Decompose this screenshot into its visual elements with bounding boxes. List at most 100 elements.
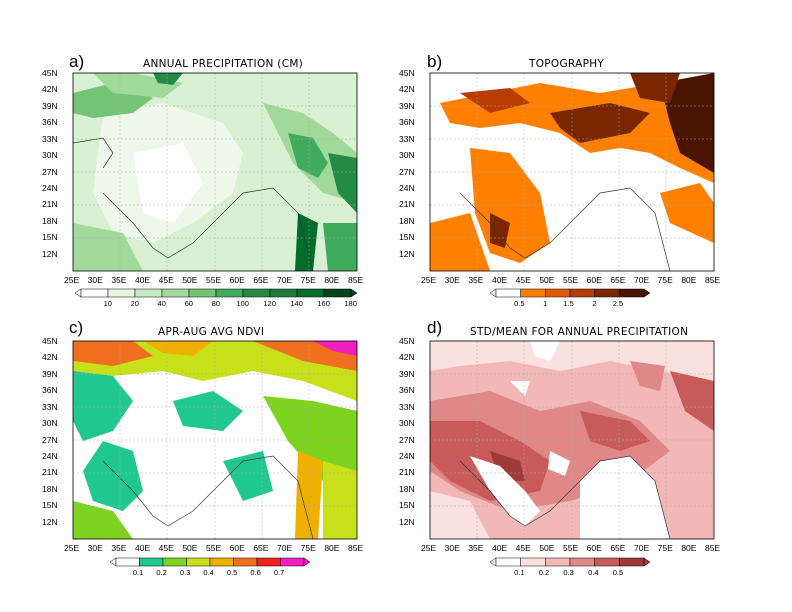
lat-tick-label: 33N bbox=[399, 401, 415, 412]
colorbar-swatch bbox=[209, 557, 234, 567]
lon-tick-label: 85E bbox=[705, 543, 721, 553]
lon-tick-label: 35E bbox=[468, 543, 484, 553]
lon-tick-label: 55E bbox=[206, 275, 222, 285]
lon-tick-label: 85E bbox=[705, 275, 721, 285]
lon-tick-label: 25E bbox=[64, 543, 80, 553]
colorbar-swatch bbox=[545, 288, 571, 298]
colorbar-end bbox=[109, 557, 117, 567]
lat-tick-label: 27N bbox=[399, 166, 415, 177]
colorbar-label: 160 bbox=[317, 299, 330, 308]
map-a bbox=[72, 72, 358, 272]
lat-tick-label: 30N bbox=[399, 418, 415, 429]
lat-tick-label: 18N bbox=[42, 483, 58, 494]
lat-tick-label: 27N bbox=[399, 434, 415, 445]
lon-tick-label: 45E bbox=[158, 543, 174, 553]
panel-title: ANNUAL PRECIPITATION (CM) bbox=[143, 58, 304, 70]
lon-tick-label: 65E bbox=[253, 275, 269, 285]
lat-tick-label: 39N bbox=[399, 100, 415, 111]
lat-tick-label: 18N bbox=[42, 215, 58, 226]
lon-tick-label: 75E bbox=[657, 543, 673, 553]
colorbar-swatch bbox=[233, 557, 258, 567]
lat-tick-label: 24N bbox=[399, 451, 415, 461]
colorbar-label: 0.6 bbox=[250, 568, 261, 577]
lon-tick-label: 25E bbox=[64, 275, 80, 285]
lat-tick-label: 15N bbox=[399, 232, 415, 243]
colorbar-swatch bbox=[520, 288, 546, 298]
colorbar-swatch bbox=[186, 557, 211, 567]
lat-tick-label: 42N bbox=[399, 84, 415, 95]
lat-tick-label: 15N bbox=[399, 500, 415, 511]
lat-tick-label: 24N bbox=[42, 451, 58, 461]
lon-tick-label: 50E bbox=[539, 275, 555, 285]
lat-tick-label: 33N bbox=[399, 133, 415, 144]
colorbar-swatch bbox=[594, 288, 620, 298]
colorbar-label: 0.3 bbox=[563, 568, 574, 577]
panel-title: APR-AUG AVG NDVI bbox=[158, 326, 265, 338]
lon-tick-label: 25E bbox=[421, 543, 437, 553]
lat-tick-label: 30N bbox=[399, 150, 415, 161]
lon-tick-label: 60E bbox=[229, 275, 245, 285]
colorbar-label: 0.2 bbox=[538, 568, 550, 577]
lon-tick-label: 60E bbox=[586, 275, 602, 285]
colorbar-label: 180 bbox=[344, 299, 357, 308]
lat-tick-label: 30N bbox=[42, 418, 58, 429]
lon-tick-label: 30E bbox=[444, 543, 460, 553]
lon-tick-label: 85E bbox=[348, 275, 364, 285]
lat-tick-label: 45N bbox=[399, 68, 415, 78]
colorbar-swatch bbox=[594, 557, 620, 567]
lat-tick-label: 12N bbox=[399, 248, 415, 259]
lon-tick-label: 55E bbox=[563, 275, 579, 285]
lon-tick-label: 30E bbox=[444, 275, 460, 285]
colorbar-label: 0.1 bbox=[132, 568, 144, 577]
colorbar-label: 2.5 bbox=[612, 299, 624, 308]
colorbar-end bbox=[643, 288, 651, 298]
colorbar-swatch bbox=[569, 557, 595, 567]
colorbar-swatch bbox=[569, 288, 595, 298]
lat-tick-label: 45N bbox=[42, 68, 58, 78]
lon-tick-label: 65E bbox=[610, 275, 626, 285]
lon-tick-label: 80E bbox=[324, 275, 340, 285]
lat-tick-label: 33N bbox=[42, 133, 58, 144]
lat-tick-label: 42N bbox=[42, 84, 58, 95]
colorbar-swatch bbox=[323, 288, 352, 298]
colorbar-swatch bbox=[256, 557, 281, 567]
lat-tick-label: 15N bbox=[42, 500, 58, 511]
lon-tick-label: 65E bbox=[610, 543, 626, 553]
lon-tick-label: 40E bbox=[135, 275, 151, 285]
colorbar-swatch bbox=[495, 557, 521, 567]
colorbar-label: 0.2 bbox=[156, 568, 167, 577]
lon-tick-label: 30E bbox=[87, 543, 103, 553]
colorbar-label: 0.3 bbox=[179, 568, 191, 577]
panel-title: STD/MEAN FOR ANNUAL PRECIPITATION bbox=[470, 326, 689, 338]
lon-tick-label: 75E bbox=[657, 275, 673, 285]
panel-letter: c) bbox=[69, 318, 84, 337]
map-d bbox=[429, 340, 715, 540]
colorbar-label: 60 bbox=[184, 299, 193, 308]
lat-tick-label: 12N bbox=[399, 516, 415, 527]
colorbar-label: 1 bbox=[543, 299, 548, 308]
lat-tick-label: 42N bbox=[42, 352, 58, 363]
panel-title: TOPOGRAPHY bbox=[529, 58, 605, 70]
map-b bbox=[429, 72, 715, 272]
colorbar-swatch bbox=[619, 557, 645, 567]
lat-tick-label: 39N bbox=[42, 100, 58, 111]
panel-letter: d) bbox=[427, 318, 443, 337]
lat-tick-label: 12N bbox=[42, 248, 58, 259]
panel-letter: b) bbox=[427, 52, 443, 71]
colorbar-label: 0.4 bbox=[203, 568, 214, 577]
lon-tick-label: 45E bbox=[515, 275, 531, 285]
lat-tick-label: 21N bbox=[399, 199, 415, 210]
lon-tick-label: 40E bbox=[492, 275, 508, 285]
lon-tick-label: 85E bbox=[348, 543, 364, 553]
lon-tick-label: 30E bbox=[87, 275, 103, 285]
colorbar-swatch bbox=[619, 288, 645, 298]
colorbar-label: 0.5 bbox=[226, 568, 238, 577]
lon-tick-label: 50E bbox=[539, 543, 555, 553]
colorbar-end bbox=[643, 557, 651, 567]
colorbar-end bbox=[489, 288, 497, 298]
colorbar-label: 20 bbox=[130, 299, 139, 308]
lon-tick-label: 70E bbox=[634, 275, 650, 285]
lon-tick-label: 75E bbox=[300, 275, 316, 285]
lon-tick-label: 65E bbox=[253, 543, 269, 553]
lon-tick-label: 25E bbox=[421, 275, 437, 285]
